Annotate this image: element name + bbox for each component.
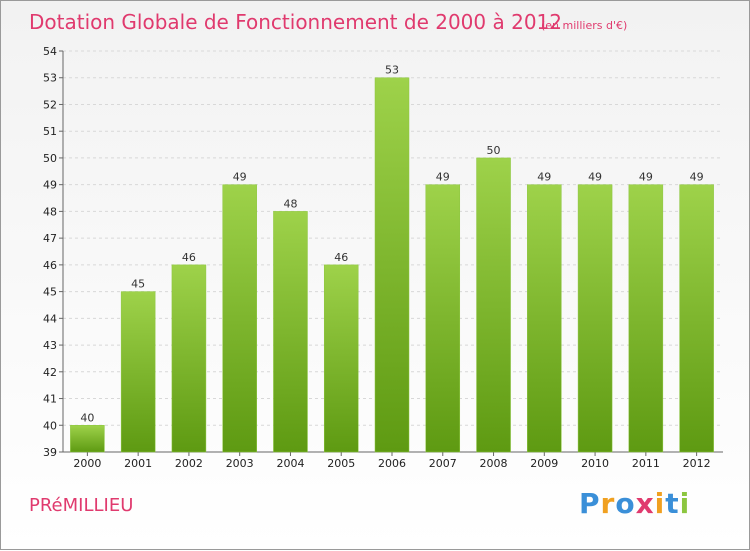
bar-2003 bbox=[222, 184, 257, 453]
x-tick-label-2006: 2006 bbox=[378, 457, 406, 470]
bar-2007 bbox=[425, 184, 461, 453]
data-label-2012: 49 bbox=[690, 171, 704, 184]
bar-2008 bbox=[476, 157, 511, 453]
y-tick-label: 42 bbox=[43, 366, 57, 379]
data-label-2003: 49 bbox=[233, 171, 247, 184]
bar-2006 bbox=[374, 77, 410, 453]
bar-2012 bbox=[679, 184, 714, 453]
bar-2001 bbox=[120, 291, 156, 453]
data-label-2005: 46 bbox=[334, 251, 348, 264]
y-tick-label: 39 bbox=[43, 446, 57, 459]
data-label-2004: 48 bbox=[283, 197, 297, 210]
data-label-2011: 49 bbox=[639, 171, 653, 184]
x-tick-label-2008: 2008 bbox=[480, 457, 508, 470]
bar-2000 bbox=[70, 425, 105, 453]
x-tick-label-2005: 2005 bbox=[327, 457, 355, 470]
logo-letter: x bbox=[635, 487, 655, 520]
y-tick-label: 46 bbox=[43, 259, 57, 272]
x-tick-label-2011: 2011 bbox=[632, 457, 660, 470]
y-tick-label: 49 bbox=[43, 179, 57, 192]
x-tick-label-2000: 2000 bbox=[73, 457, 101, 470]
y-tick-label: 50 bbox=[43, 152, 57, 165]
logo-letter: i bbox=[679, 487, 691, 520]
x-tick-label-2007: 2007 bbox=[429, 457, 457, 470]
y-tick-label: 44 bbox=[43, 312, 57, 325]
y-tick-label: 53 bbox=[43, 72, 57, 85]
bar-2005 bbox=[323, 264, 359, 453]
bar-2010 bbox=[577, 184, 613, 453]
data-label-2009: 49 bbox=[537, 171, 551, 184]
data-label-2002: 46 bbox=[182, 251, 196, 264]
data-label-2000: 40 bbox=[80, 411, 94, 424]
bar-2011 bbox=[628, 184, 664, 453]
commune-name: PRéMILLIEU bbox=[29, 495, 134, 516]
logo-letter: r bbox=[600, 487, 616, 520]
x-tick-label-2002: 2002 bbox=[175, 457, 203, 470]
bar-2002 bbox=[171, 264, 207, 453]
x-tick-label-2009: 2009 bbox=[530, 457, 558, 470]
y-tick-label: 52 bbox=[43, 98, 57, 111]
logo-letter: t bbox=[665, 487, 680, 520]
y-tick-label: 40 bbox=[43, 419, 57, 432]
x-tick-label-2004: 2004 bbox=[276, 457, 304, 470]
data-label-2008: 50 bbox=[487, 144, 501, 157]
logo-letter: o bbox=[615, 487, 636, 520]
y-tick-label: 47 bbox=[43, 232, 57, 245]
x-tick-label-2001: 2001 bbox=[124, 457, 152, 470]
data-label-2006: 53 bbox=[385, 64, 399, 77]
bars: 40 45 46 49 48 46 53 49 50 49 49 49 49 bbox=[70, 64, 714, 453]
y-tick-label: 41 bbox=[43, 393, 57, 406]
bar-2009 bbox=[527, 184, 562, 453]
y-tick-label: 43 bbox=[43, 339, 57, 352]
proxiti-logo: Proxiti bbox=[579, 487, 699, 527]
data-label-2007: 49 bbox=[436, 171, 450, 184]
data-label-2001: 45 bbox=[131, 278, 145, 291]
x-tick-label-2012: 2012 bbox=[683, 457, 711, 470]
chart-unit: (en milliers d'€) bbox=[541, 19, 627, 32]
logo-letter: i bbox=[654, 487, 666, 520]
logo-letter: P bbox=[579, 487, 601, 520]
chart-title: Dotation Globale de Fonctionnement de 20… bbox=[29, 10, 562, 34]
y-tick-label: 45 bbox=[43, 286, 57, 299]
x-tick-label-2003: 2003 bbox=[226, 457, 254, 470]
y-tick-label: 48 bbox=[43, 205, 57, 218]
y-tick-label: 54 bbox=[43, 45, 57, 58]
x-tick-label-2010: 2010 bbox=[581, 457, 609, 470]
y-tick-label: 51 bbox=[43, 125, 57, 138]
data-label-2010: 49 bbox=[588, 171, 602, 184]
axes: 39 40 41 42 43 44 45 46 47 48 49 50 51 52 53 54 2000 2001… bbox=[43, 45, 723, 470]
bar-2004 bbox=[273, 211, 308, 453]
